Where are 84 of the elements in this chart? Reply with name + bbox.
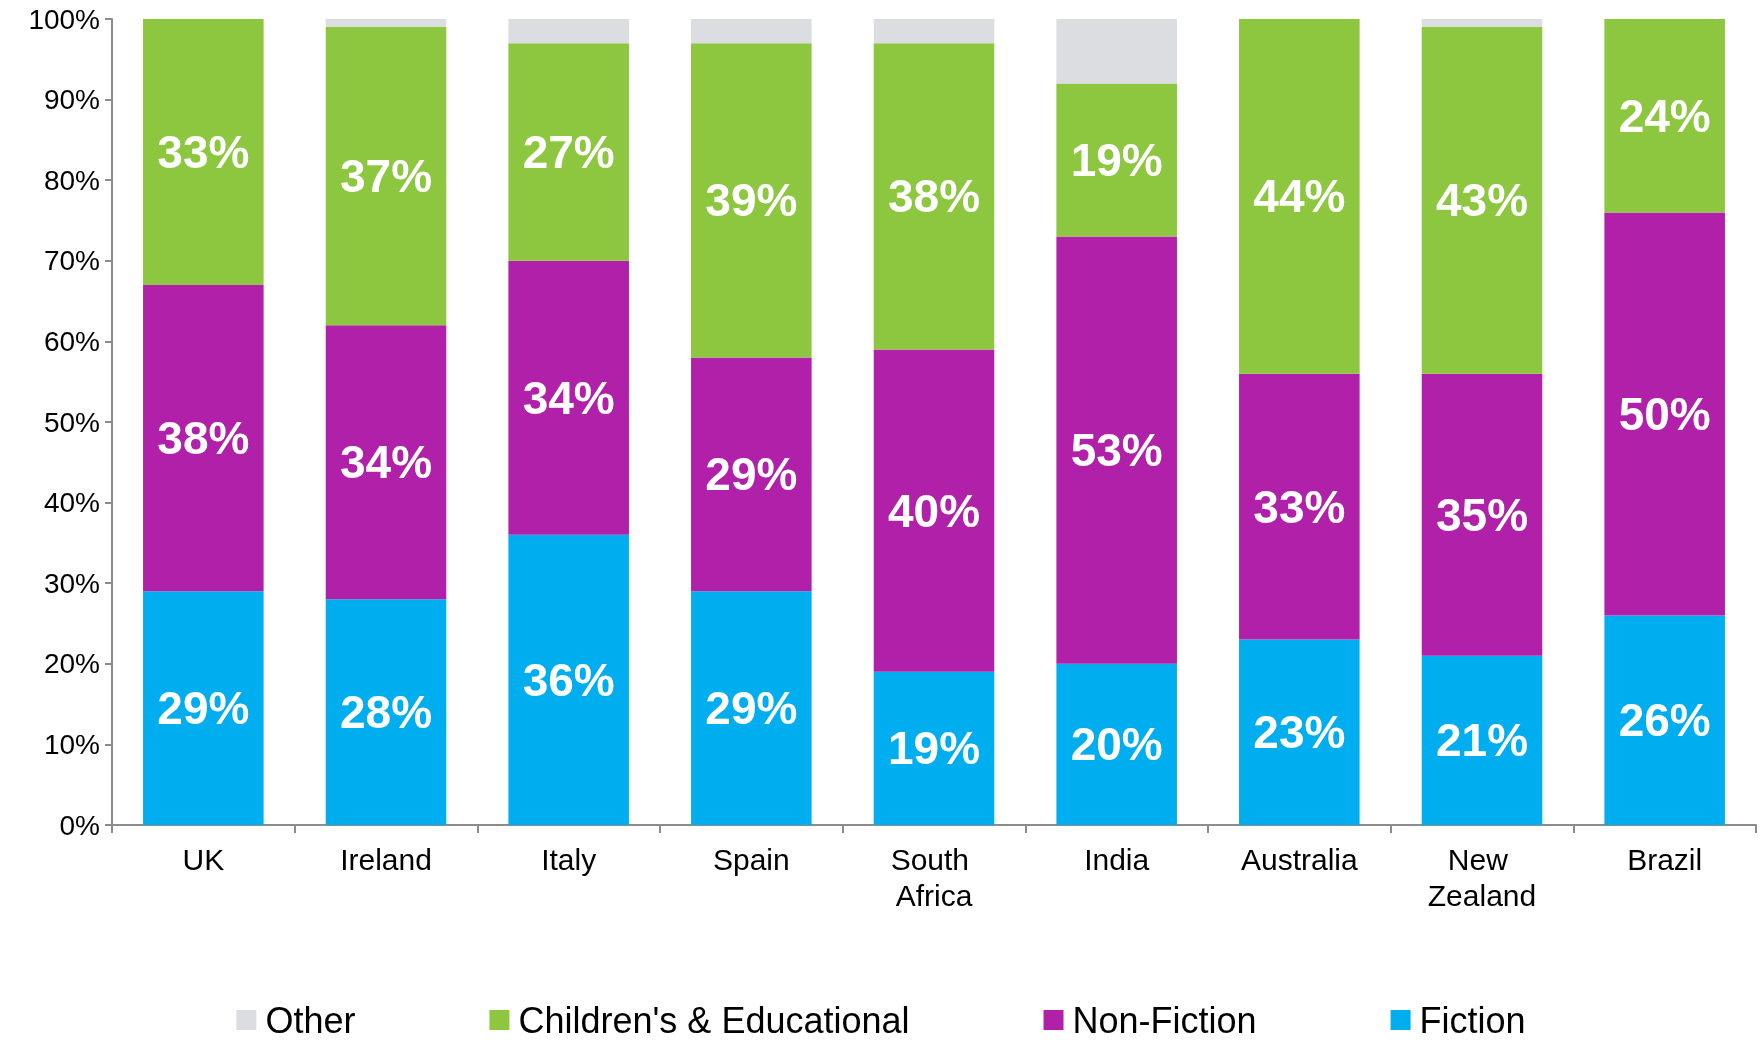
y-tick-label: 80% [43, 164, 100, 196]
y-tick-label: 0% [59, 809, 100, 841]
y-tick-label: 90% [43, 84, 100, 116]
bar [143, 591, 264, 825]
y-tick-label: 10% [43, 728, 100, 760]
bar [508, 19, 629, 44]
data-label: 19% [887, 722, 981, 775]
bar [325, 27, 447, 326]
bar [1239, 639, 1360, 825]
bar [873, 349, 995, 672]
x-tick-label: Australia [1240, 842, 1359, 876]
data-label: 29% [157, 682, 250, 735]
bar [508, 534, 629, 825]
bar [873, 43, 995, 350]
y-tick-label: 30% [43, 567, 100, 599]
data-label: 24% [1618, 89, 1711, 142]
bar [508, 43, 629, 261]
bar [325, 19, 447, 28]
bar [1421, 19, 1543, 28]
bar [1239, 373, 1360, 640]
data-label: 23% [1253, 706, 1346, 759]
bar [691, 43, 812, 358]
bar [1056, 663, 1177, 825]
data-label: 21% [1435, 714, 1529, 767]
data-label: 50% [1618, 387, 1711, 440]
y-tick-label: 50% [43, 406, 100, 438]
y-tick-label: 40% [43, 487, 100, 519]
data-label: 19% [1070, 134, 1163, 187]
data-label: 34% [339, 436, 433, 489]
bar [691, 357, 812, 592]
data-label: 33% [157, 125, 250, 178]
data-label: 29% [705, 682, 798, 735]
data-label: 35% [1435, 488, 1529, 541]
bar [1056, 19, 1177, 84]
bar [1421, 655, 1543, 825]
x-tick-label: Brazil [1627, 842, 1703, 876]
x-tick-label: Spain [712, 842, 790, 876]
x-tick-label: South Africa [890, 842, 978, 912]
bar [873, 671, 995, 825]
x-tick-label: New Zealand [1427, 842, 1537, 912]
y-tick-label: 100% [28, 3, 100, 35]
legend-label: Children's & Educational [518, 999, 910, 1041]
data-label: 38% [887, 170, 981, 223]
x-tick-label: Ireland [340, 842, 432, 876]
legend-label: Fiction [1419, 999, 1526, 1041]
bar [1604, 19, 1725, 213]
bar [143, 284, 264, 592]
x-tick-label: Italy [541, 842, 597, 876]
data-label: 38% [157, 412, 250, 465]
y-tick-label: 70% [43, 245, 100, 277]
data-label: 33% [1253, 480, 1346, 533]
data-label: 43% [1435, 174, 1529, 227]
bar [508, 260, 629, 535]
data-label: 27% [522, 125, 615, 178]
data-label: 36% [522, 653, 615, 706]
bar [1056, 236, 1177, 664]
bar [1421, 27, 1543, 374]
bar [1056, 83, 1177, 237]
bar [1421, 373, 1543, 656]
bar [691, 591, 812, 825]
data-label: 28% [339, 686, 433, 739]
data-label: 29% [705, 448, 798, 501]
bar [691, 19, 812, 44]
bar [325, 599, 447, 825]
legend-label: Non-Fiction [1072, 999, 1257, 1041]
x-tick-label: UK [182, 842, 225, 876]
data-label: 34% [522, 371, 615, 424]
data-label: 53% [1070, 424, 1163, 477]
y-tick-label: 60% [43, 325, 100, 357]
data-label: 20% [1070, 718, 1163, 771]
bar [325, 325, 447, 600]
bar [143, 19, 264, 285]
y-tick-label: 20% [43, 648, 100, 680]
bar [1239, 19, 1360, 374]
data-label: 44% [1253, 170, 1346, 223]
data-label: 40% [887, 484, 981, 537]
data-label: 26% [1618, 694, 1711, 747]
data-label: 37% [339, 150, 433, 203]
data-label: 39% [705, 174, 798, 227]
bar [1604, 615, 1725, 825]
legend-label: Other [265, 999, 356, 1041]
bar [1604, 212, 1725, 616]
x-tick-label: India [1084, 842, 1150, 876]
bar [873, 19, 995, 44]
